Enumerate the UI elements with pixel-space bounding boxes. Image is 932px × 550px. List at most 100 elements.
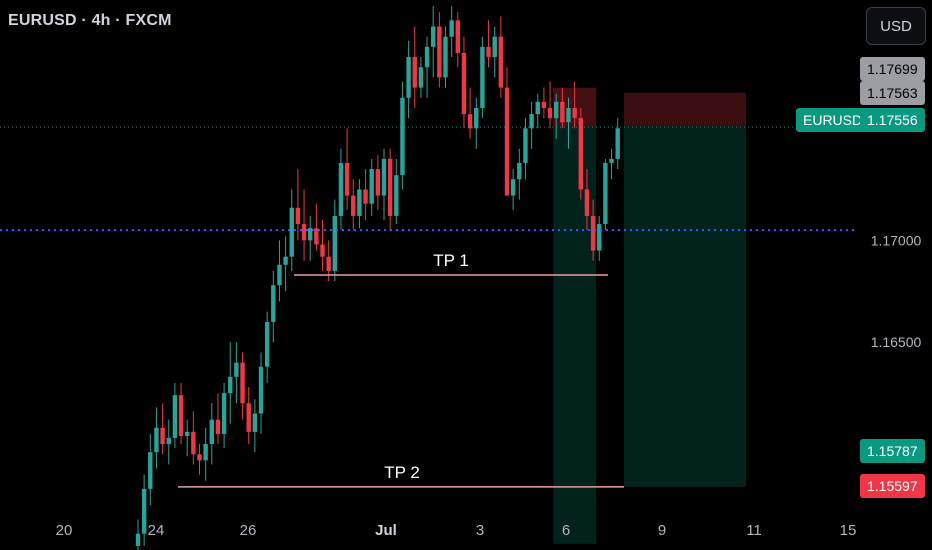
candle [135, 519, 141, 550]
candle [480, 36, 485, 119]
candle [357, 179, 362, 229]
candle-body [351, 195, 356, 216]
candle-body [185, 431, 190, 436]
candle-body [234, 362, 239, 377]
candle [394, 158, 399, 225]
candle-body [154, 427, 159, 453]
x-tick-label: 6 [562, 522, 570, 539]
candle [332, 199, 337, 282]
candle-body [467, 114, 473, 129]
candle-body [320, 244, 325, 257]
x-axis-ticks: 20 24 26 Jul 3 6 9 11 15 [56, 522, 857, 539]
candle [431, 6, 436, 78]
candle-body [492, 36, 497, 58]
candle [252, 399, 258, 453]
candle [363, 169, 368, 220]
candle-body [228, 376, 233, 394]
candle-body [209, 419, 214, 445]
candle-body [474, 107, 479, 129]
candle [289, 189, 294, 271]
level-lines: TP 1 TP 2 [0, 126, 858, 488]
x-tick-label: 11 [746, 522, 762, 539]
tp2-label: TP 2 [384, 463, 420, 482]
candle [141, 474, 147, 546]
candles [135, 6, 620, 550]
candle-body [375, 169, 381, 196]
candle-body [160, 427, 165, 445]
position-2-stop-zone [623, 92, 746, 127]
candle [486, 20, 491, 68]
x-tick-label: 26 [240, 522, 257, 539]
position-2-target-zone [623, 126, 746, 487]
candle [554, 93, 559, 139]
candle-body [529, 114, 534, 129]
price-tag-tp2: 1.15787 [860, 439, 925, 463]
candle-body [148, 452, 153, 489]
candle-body [504, 87, 510, 196]
candle-body [271, 285, 276, 322]
candle [467, 87, 473, 139]
candle-body [369, 169, 374, 204]
candle [209, 403, 214, 465]
candle [191, 411, 196, 465]
candle-body [406, 57, 411, 98]
candle [277, 240, 282, 302]
currency-button[interactable]: USD [866, 7, 926, 45]
candle-body [264, 321, 270, 367]
candle [590, 199, 596, 261]
candle [166, 419, 171, 465]
candle-body [480, 46, 485, 108]
candle-body [215, 419, 221, 434]
candle [566, 97, 571, 149]
candle-body [191, 431, 196, 455]
candle-body [221, 393, 227, 434]
candle [369, 158, 374, 216]
candle [301, 189, 307, 261]
candle-body [461, 52, 467, 115]
candle [320, 220, 325, 271]
candle [381, 148, 387, 220]
candle [584, 169, 590, 231]
candle-body [424, 46, 430, 68]
candle [172, 382, 178, 449]
candle-body [566, 107, 571, 123]
candle [400, 81, 405, 190]
candle [510, 169, 516, 210]
candle-body [578, 118, 583, 190]
candle [185, 419, 190, 457]
candle [412, 26, 417, 108]
candle-body [387, 158, 393, 216]
candle [437, 12, 442, 88]
candle-body [308, 228, 313, 241]
y-tick-label: 1.16500 [871, 334, 922, 350]
candle-body [326, 256, 331, 271]
candle-body [203, 444, 208, 461]
candle-body [615, 128, 620, 159]
candle [308, 215, 313, 261]
candle-body [363, 189, 368, 204]
candle [387, 148, 393, 231]
candle [234, 342, 239, 404]
candle-body [178, 395, 184, 436]
candle [547, 81, 553, 129]
candle-body [437, 26, 442, 78]
candle-body [400, 97, 405, 176]
candle-body [584, 189, 590, 216]
candle [424, 36, 430, 98]
candle [197, 444, 202, 475]
candle-body [338, 162, 344, 216]
candle-body [603, 162, 608, 225]
candle [603, 158, 608, 231]
candle [338, 148, 344, 231]
candle [246, 387, 251, 445]
x-tick-label: 15 [840, 522, 857, 539]
x-tick-label: 9 [658, 522, 666, 539]
candle-body [283, 256, 288, 265]
candle-body [486, 46, 491, 58]
candle-body [258, 366, 264, 414]
x-tick-label: 24 [148, 522, 165, 539]
candle [541, 87, 547, 119]
candle-body [455, 20, 460, 53]
candle [461, 36, 467, 129]
